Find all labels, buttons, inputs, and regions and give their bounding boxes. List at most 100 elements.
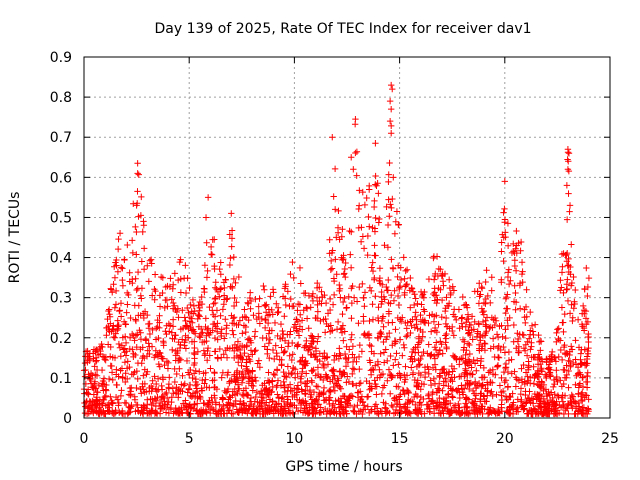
data-point bbox=[265, 391, 272, 399]
data-point bbox=[293, 316, 300, 323]
data-point bbox=[442, 375, 449, 382]
data-point bbox=[450, 403, 458, 411]
data-point bbox=[320, 316, 327, 323]
data-point bbox=[138, 390, 145, 397]
data-point bbox=[402, 376, 409, 383]
data-point bbox=[269, 383, 276, 391]
data-point bbox=[476, 280, 483, 287]
data-point bbox=[449, 283, 456, 290]
data-point bbox=[584, 405, 592, 412]
data-point bbox=[111, 274, 119, 281]
data-point bbox=[438, 296, 446, 304]
data-point bbox=[152, 287, 159, 295]
data-point bbox=[430, 290, 437, 298]
data-point bbox=[228, 227, 236, 234]
data-point bbox=[452, 355, 460, 362]
data-point bbox=[269, 311, 276, 318]
data-point bbox=[442, 394, 450, 402]
data-point bbox=[350, 294, 358, 301]
data-point bbox=[502, 229, 509, 236]
data-point bbox=[548, 356, 555, 363]
data-point bbox=[496, 323, 503, 330]
data-point bbox=[132, 332, 140, 339]
data-point bbox=[110, 280, 117, 288]
data-point bbox=[86, 373, 93, 380]
data-point bbox=[239, 314, 246, 321]
data-point bbox=[369, 267, 377, 275]
data-point bbox=[300, 307, 307, 314]
data-point bbox=[564, 276, 571, 283]
data-point bbox=[117, 313, 125, 320]
data-point bbox=[368, 348, 375, 355]
data-point bbox=[222, 316, 229, 323]
data-point bbox=[464, 340, 472, 347]
data-point bbox=[119, 282, 127, 289]
data-point bbox=[212, 278, 219, 286]
data-point bbox=[385, 276, 392, 284]
data-point bbox=[455, 407, 462, 414]
data-point bbox=[235, 273, 243, 281]
data-point bbox=[196, 313, 203, 320]
data-point bbox=[284, 288, 292, 295]
data-point bbox=[312, 372, 319, 379]
data-point bbox=[536, 400, 543, 407]
data-point bbox=[158, 382, 165, 390]
data-point bbox=[353, 382, 360, 389]
data-point bbox=[411, 324, 419, 331]
data-point bbox=[244, 391, 252, 399]
data-point bbox=[431, 355, 439, 362]
data-point bbox=[395, 301, 403, 309]
data-point bbox=[582, 315, 590, 322]
data-point bbox=[200, 400, 208, 407]
data-point bbox=[236, 401, 244, 408]
data-point bbox=[136, 327, 143, 334]
data-point bbox=[184, 304, 191, 312]
data-point bbox=[220, 350, 227, 358]
data-point bbox=[342, 259, 349, 267]
data-point bbox=[218, 406, 225, 414]
data-point bbox=[122, 339, 130, 347]
data-point bbox=[280, 378, 287, 386]
data-point bbox=[507, 393, 514, 401]
data-point bbox=[557, 346, 564, 354]
data-point bbox=[340, 337, 347, 344]
data-point bbox=[385, 171, 392, 178]
data-point bbox=[108, 369, 116, 376]
data-point bbox=[387, 352, 394, 360]
data-point bbox=[445, 276, 453, 283]
data-point bbox=[192, 378, 199, 386]
data-point bbox=[261, 316, 269, 323]
data-point bbox=[445, 382, 452, 390]
data-point bbox=[243, 356, 250, 363]
data-point bbox=[341, 328, 348, 335]
data-point bbox=[411, 393, 418, 401]
data-point bbox=[102, 386, 109, 393]
data-point bbox=[512, 306, 519, 313]
data-point bbox=[211, 369, 218, 376]
data-point bbox=[321, 349, 328, 357]
data-point bbox=[112, 287, 120, 295]
data-point bbox=[314, 301, 321, 309]
data-point bbox=[117, 299, 125, 307]
data-point bbox=[364, 251, 371, 259]
data-point bbox=[376, 265, 384, 272]
data-point bbox=[102, 353, 110, 361]
data-point bbox=[449, 323, 456, 331]
data-point bbox=[217, 271, 225, 278]
data-point bbox=[341, 270, 348, 277]
data-point bbox=[277, 382, 285, 389]
data-point bbox=[315, 401, 323, 408]
data-point bbox=[524, 366, 532, 373]
data-point bbox=[199, 338, 206, 346]
data-point bbox=[429, 364, 437, 371]
data-point bbox=[448, 374, 455, 381]
data-point bbox=[281, 313, 288, 320]
data-point bbox=[255, 303, 262, 310]
data-point bbox=[559, 319, 567, 326]
data-point bbox=[119, 407, 126, 415]
data-point bbox=[331, 387, 339, 394]
data-point bbox=[464, 381, 471, 389]
data-point bbox=[105, 307, 112, 315]
data-point bbox=[287, 328, 294, 335]
data-point bbox=[264, 319, 272, 327]
